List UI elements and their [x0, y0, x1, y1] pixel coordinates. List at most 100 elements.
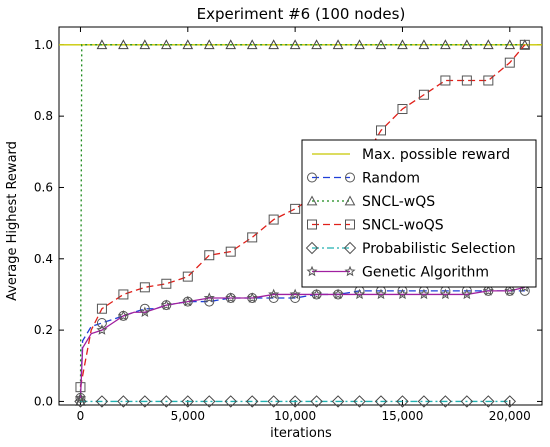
legend-marker-sncl-woqs: [345, 219, 355, 230]
data-point-genetic-algorithm: [96, 324, 108, 335]
data-point-sncl-wqs: [440, 39, 451, 50]
y-tick-label: 0.6: [34, 180, 53, 194]
data-point-sncl-woqs: [418, 89, 429, 100]
data-point-sncl-woqs: [268, 214, 279, 225]
data-point-sncl-wqs: [375, 39, 387, 50]
legend-marker-random: [307, 172, 317, 183]
data-point-sncl-wqs: [482, 39, 494, 50]
legend-marker-genetic-algorithm: [344, 265, 356, 277]
legend-marker-sncl-wqs: [306, 195, 318, 206]
legend-label-genetic-algorithm: Genetic Algorithm: [362, 265, 489, 281]
data-point-sncl-wqs: [461, 39, 473, 50]
data-point-probabilistic-selection: [374, 395, 388, 408]
data-point-genetic-algorithm: [482, 285, 494, 296]
data-point-sncl-wqs: [118, 39, 129, 50]
data-point-sncl-woqs: [118, 289, 129, 300]
legend-label-sncl-woqs: SNCL-woQS: [362, 218, 444, 234]
data-point-genetic-algorithm: [504, 285, 516, 296]
data-point-sncl-wqs: [519, 39, 531, 50]
data-point-sncl-wqs: [397, 39, 408, 50]
data-point-sncl-woqs: [461, 75, 472, 86]
data-point-sncl-woqs: [483, 75, 494, 86]
x-tick-label: 5,000: [171, 409, 205, 423]
data-point-probabilistic-selection: [267, 395, 280, 408]
legend-label-random: Random: [362, 171, 420, 187]
data-point-sncl-wqs: [160, 39, 172, 50]
axes-ticks: 0 5,000 10,000 15,000 20,000 0.0 0.2 0.4 0.6 0.8 1…: [34, 27, 542, 423]
data-point-genetic-algorithm: [160, 299, 172, 310]
data-point-sncl-wqs: [354, 39, 365, 50]
legend: Max. possible reward Random SNCL-wQS SNCL-w…: [301, 139, 537, 288]
series-sncl-wqs: [75, 39, 531, 406]
data-point-genetic-algorithm: [439, 288, 451, 300]
data-point-sncl-wqs: [225, 39, 237, 50]
data-point-sncl-wqs: [418, 39, 430, 50]
data-point-probabilistic-selection: [74, 395, 87, 408]
data-point-sncl-wqs: [139, 39, 151, 50]
series-random: [75, 285, 530, 403]
data-point-sncl-wqs: [289, 39, 301, 50]
data-series: [59, 39, 542, 408]
data-point-probabilistic-selection: [482, 395, 495, 408]
legend-marker-probabilistic-selection: [343, 241, 357, 255]
series-line-random: [79, 290, 525, 398]
data-point-sncl-wqs: [311, 39, 322, 50]
data-point-sncl-woqs: [225, 246, 236, 257]
legend-label-sncl-wqs: SNCL-wQS: [362, 194, 435, 210]
x-tick-label: 0: [77, 409, 85, 423]
series-probabilistic-selection: [74, 395, 517, 408]
data-point-probabilistic-selection: [203, 395, 216, 408]
data-point-probabilistic-selection: [138, 395, 152, 408]
data-point-probabilistic-selection: [310, 395, 323, 408]
data-point-sncl-woqs: [247, 232, 258, 243]
data-point-probabilistic-selection: [331, 395, 345, 408]
data-point-probabilistic-selection: [460, 395, 474, 408]
data-point-sncl-wqs: [96, 39, 108, 50]
data-point-sncl-wqs: [332, 39, 344, 50]
y-tick-label: 0.8: [34, 109, 53, 123]
series-genetic-algorithm: [74, 281, 531, 403]
data-point-random: [96, 317, 107, 328]
series-line-genetic-algorithm: [79, 286, 525, 398]
legend-marker-random: [345, 172, 355, 183]
data-point-probabilistic-selection: [224, 395, 237, 408]
x-tick-label: 10,000: [274, 409, 316, 423]
data-point-probabilistic-selection: [288, 395, 302, 408]
data-point-genetic-algorithm: [74, 392, 86, 403]
data-point-sncl-woqs: [290, 203, 301, 214]
x-tick-label: 20,000: [489, 409, 531, 423]
data-point-genetic-algorithm: [311, 288, 323, 300]
data-point-genetic-algorithm: [396, 288, 408, 300]
legend-marker-sncl-wqs: [344, 195, 356, 206]
data-point-genetic-algorithm: [182, 295, 194, 307]
legend-label-probabilistic-selection: Probabilistic Selection: [362, 241, 516, 257]
data-point-sncl-woqs: [139, 282, 150, 293]
data-point-probabilistic-selection: [396, 395, 409, 408]
data-point-sncl-woqs: [504, 57, 515, 68]
data-point-random: [268, 293, 279, 304]
data-point-genetic-algorithm: [461, 288, 473, 300]
data-point-random: [204, 296, 215, 307]
legend-marker-sncl-woqs: [307, 219, 317, 230]
data-point-genetic-algorithm: [225, 292, 237, 303]
data-point-probabilistic-selection: [95, 395, 109, 408]
chart-title: Experiment #6 (100 nodes): [197, 5, 406, 23]
series-line-sncl-woqs: [79, 44, 526, 388]
data-point-probabilistic-selection: [439, 395, 452, 408]
data-point-probabilistic-selection: [160, 395, 173, 408]
data-point-genetic-algorithm: [117, 310, 129, 321]
data-point-sncl-woqs: [397, 104, 408, 115]
data-point-sncl-wqs: [203, 39, 215, 50]
data-point-genetic-algorithm: [268, 288, 280, 300]
data-point-sncl-woqs: [519, 39, 530, 50]
x-tick-label: 15,000: [381, 409, 423, 423]
legend-marker-genetic-algorithm: [306, 265, 318, 277]
data-point-genetic-algorithm: [246, 292, 258, 303]
legend-box: [301, 139, 537, 288]
y-tick-label: 0.0: [34, 394, 53, 408]
data-point-genetic-algorithm: [203, 292, 215, 303]
data-point-probabilistic-selection: [353, 395, 366, 408]
y-tick-label: 1.0: [34, 38, 53, 52]
legend-label-max-possible-reward: Max. possible reward: [362, 147, 510, 163]
